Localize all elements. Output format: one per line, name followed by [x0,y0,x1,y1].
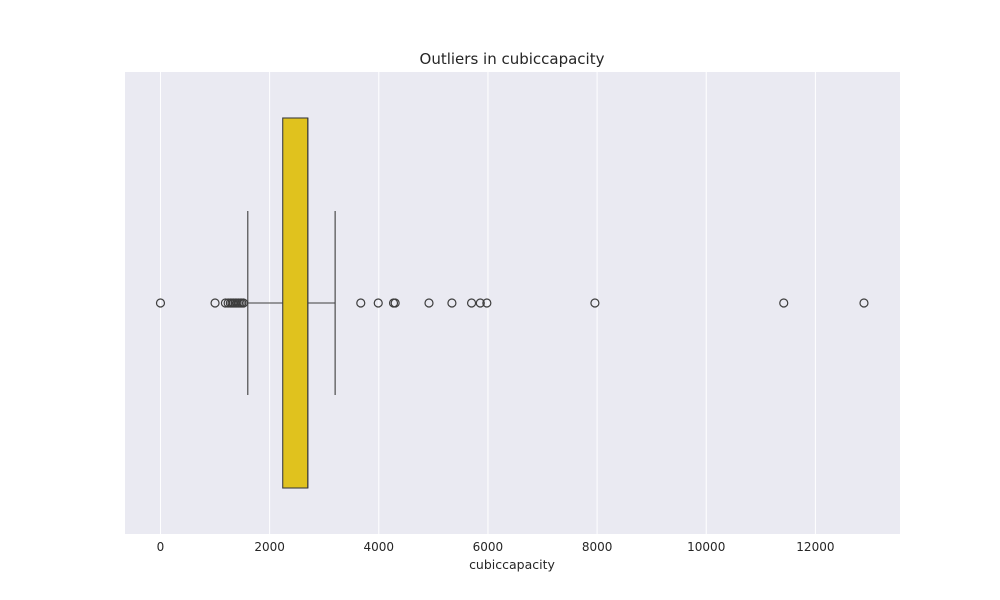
x-tick-label: 10000 [687,540,725,554]
outlier-point [356,298,366,308]
outliers [155,298,869,308]
chart-title: Outliers in cubiccapacity [420,50,605,68]
outlier-point [859,298,869,308]
outlier-point [155,298,166,308]
outlier-point [447,298,457,308]
outlier-point [424,298,434,308]
x-axis-label: cubiccapacity [469,557,555,572]
outlier-point [779,298,789,308]
outlier-point [238,298,249,308]
outlier-point [210,298,220,308]
x-tick-label: 12000 [796,540,834,554]
x-tick-label: 8000 [582,540,613,554]
outlier-point [390,298,400,308]
outlier-point [373,298,383,308]
outlier-point [466,298,477,308]
box-iqr [282,117,309,489]
x-tick-label: 6000 [473,540,504,554]
x-tick-label: 0 [157,540,165,554]
x-tick-label: 4000 [364,540,395,554]
outlier-point [482,298,492,308]
x-axis-ticks: 0 2000 4000 6000 8000 10000 12000 [157,540,835,554]
outlier-point [475,298,485,308]
x-tick-label: 2000 [254,540,285,554]
outlier-point [590,298,600,308]
